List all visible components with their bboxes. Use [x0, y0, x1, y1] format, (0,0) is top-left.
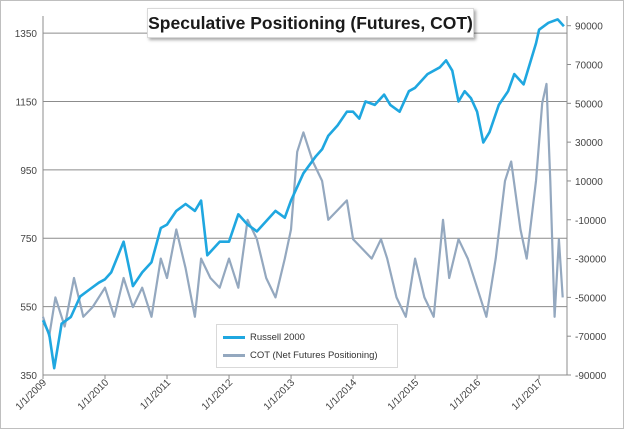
- legend-swatch-cot: [223, 353, 245, 357]
- legend-item-cot: COT (Net Futures Positioning): [217, 347, 378, 363]
- y-left-tick-label: 350: [20, 371, 37, 382]
- x-tick-label: 1/1/2016: [448, 377, 484, 413]
- legend-swatch-russell: [223, 335, 245, 339]
- legend-label-cot: COT (Net Futures Positioning): [250, 349, 378, 361]
- x-tick-label: 1/1/2014: [324, 377, 360, 413]
- legend-label-russell: Russell 2000: [250, 331, 305, 343]
- legend-item-russell: Russell 2000: [217, 329, 305, 345]
- x-tick-label: 1/1/2010: [76, 377, 112, 413]
- y-left-tick-label: 550: [20, 303, 37, 314]
- series-line-russell: [41, 18, 565, 370]
- chart-title: Speculative Positioning (Futures, COT): [147, 8, 474, 38]
- y-right-tick-label: -10000: [575, 216, 607, 227]
- series-line-cot: [41, 82, 564, 338]
- y-left-tick-label: 1350: [15, 29, 38, 40]
- x-tick-label: 1/1/2015: [386, 377, 422, 413]
- y-right-tick-label: 90000: [575, 22, 603, 33]
- y-right-tick-label: -50000: [575, 293, 607, 304]
- x-tick-label: 1/1/2011: [138, 377, 173, 412]
- y-right-tick-label: -30000: [575, 255, 607, 266]
- y-right-tick-label: 10000: [575, 177, 603, 188]
- x-tick-label: 1/1/2017: [510, 377, 546, 413]
- y-left-tick-label: 950: [20, 166, 37, 177]
- chart-legend: Russell 2000 COT (Net Futures Positionin…: [216, 324, 398, 368]
- y-right-tick-label: -90000: [575, 371, 607, 382]
- y-left-tick-label: 750: [20, 234, 37, 245]
- y-left-tick-label: 1150: [15, 97, 37, 108]
- y-right-tick-label: 30000: [575, 138, 603, 149]
- x-tick-label: 1/1/2009: [14, 377, 50, 413]
- y-right-tick-label: 70000: [575, 61, 603, 72]
- y-right-tick-label: 50000: [575, 99, 603, 110]
- y-right-tick-label: -70000: [575, 332, 607, 343]
- x-tick-label: 1/1/2013: [262, 377, 298, 413]
- x-tick-label: 1/1/2012: [200, 377, 236, 413]
